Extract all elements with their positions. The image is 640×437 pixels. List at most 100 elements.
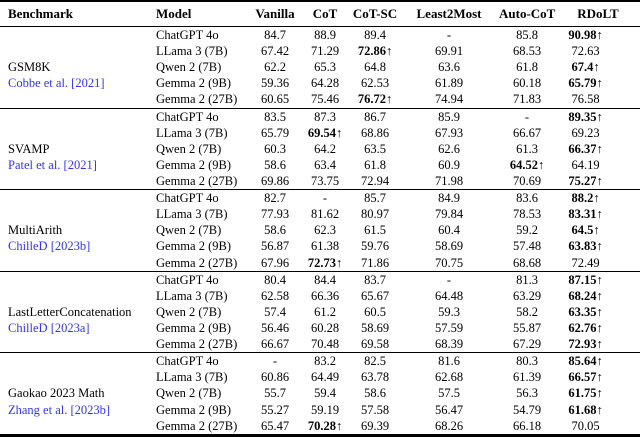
- model-cell: Gemma 2 (27B): [156, 174, 238, 189]
- value-cell: 61.3: [516, 141, 538, 156]
- value-cell: 60.3: [264, 141, 286, 156]
- value-cell: 68.86: [360, 125, 390, 140]
- value-cell: 75.46: [310, 92, 340, 107]
- value-cell: 61.38: [310, 239, 340, 254]
- model-cell: ChatGPT 4o: [148, 189, 250, 207]
- value-cell: 59.4: [314, 386, 336, 401]
- value-cell: 54.79: [512, 402, 542, 417]
- table-row: ChatGPT 4o -83.2 82.5 81.6 80.3 85.64↑: [0, 352, 640, 370]
- value-cell: 82.7: [250, 189, 300, 207]
- model-cell: Qwen 2 (7B): [156, 386, 222, 401]
- value-cell: 66.37↑: [568, 141, 603, 156]
- value-cell: 60.4: [438, 223, 460, 238]
- value-cell: 88.2↑: [556, 189, 640, 207]
- value-cell: 72.63: [571, 44, 600, 59]
- model-cell: Qwen 2 (7B): [156, 141, 222, 156]
- value-cell: 58.2: [516, 304, 538, 319]
- value-cell: 68.39: [434, 337, 464, 352]
- value-cell: 61.89: [434, 76, 464, 91]
- value-cell: 67.96: [260, 255, 290, 270]
- value-cell: 68.24↑: [568, 288, 603, 303]
- model-cell: LLama 3 (7B): [156, 288, 228, 303]
- value-cell: 56.46: [260, 321, 290, 336]
- value-cell: 81.6: [400, 352, 498, 370]
- table-row: GSM8K Qwen 2 (7B) 62.2 65.3 64.8 63.6 61.8 67.4…: [0, 59, 640, 75]
- value-cell: 58.6: [264, 223, 286, 238]
- value-cell: -: [300, 189, 350, 207]
- citation-link[interactable]: ChilleD [2023a]: [8, 321, 90, 336]
- table-row: Zhang et al. [2023b] Gemma 2 (9B) 55.27 59.…: [0, 402, 640, 418]
- value-cell: 71.98: [434, 174, 464, 189]
- value-cell: 78.53: [512, 207, 542, 222]
- benchmark-name: GSM8K: [8, 60, 51, 75]
- citation-link[interactable]: Cobbe et al. [2021]: [8, 76, 105, 91]
- value-cell: 55.27: [260, 402, 290, 417]
- table-row: ChatGPT 4o 80.4 84.4 83.7-81.3 87.15↑: [0, 270, 640, 288]
- value-cell: 81.3: [498, 270, 556, 288]
- value-cell: 85.64↑: [556, 352, 640, 370]
- value-cell: 58.69: [360, 321, 390, 336]
- benchmark-spacer: [0, 336, 148, 353]
- value-cell: 57.4: [264, 304, 286, 319]
- table-row: Gemma 2 (27B) 65.47 70.28↑ 69.39 68.26 66.18 7…: [0, 418, 640, 436]
- value-cell: 64.28: [310, 76, 340, 91]
- value-cell: 56.87: [260, 239, 290, 254]
- value-cell: 55.7: [264, 386, 286, 401]
- value-cell: -: [400, 270, 498, 288]
- value-cell: -: [498, 107, 556, 125]
- value-cell: 66.67: [260, 337, 290, 352]
- value-cell: 72.94: [360, 174, 390, 189]
- header-least2most: Least2Most: [400, 1, 498, 27]
- citation-link[interactable]: ChilleD [2023b]: [8, 239, 91, 254]
- value-cell: 63.29: [512, 288, 542, 303]
- value-cell: 62.58: [260, 288, 290, 303]
- table-row: ChatGPT 4o 82.7-85.7 84.9 83.6 88.2↑: [0, 189, 640, 207]
- citation-link[interactable]: Patel et al. [2021]: [8, 157, 97, 172]
- citation-link[interactable]: Zhang et al. [2023b]: [8, 402, 111, 417]
- value-cell: 60.86: [260, 370, 290, 385]
- value-cell: 72.73↑: [307, 255, 343, 270]
- value-cell: 56.3: [516, 386, 538, 401]
- value-cell: 59.19: [310, 402, 340, 417]
- value-cell: 69.23: [571, 125, 600, 140]
- model-cell: Gemma 2 (9B): [156, 239, 231, 254]
- value-cell: 60.9: [438, 157, 460, 172]
- value-cell: 60.65: [260, 92, 290, 107]
- value-cell: 64.52↑: [509, 157, 545, 172]
- value-cell: 70.69: [512, 174, 542, 189]
- model-cell: Gemma 2 (9B): [156, 157, 231, 172]
- header-model: Model: [148, 1, 250, 27]
- benchmark-spacer: [0, 369, 148, 385]
- value-cell: 61.68↑: [568, 402, 603, 417]
- table-row: Patel et al. [2021] Gemma 2 (9B) 58.6 63.4 6…: [0, 157, 640, 173]
- benchmark-spacer: [0, 91, 148, 108]
- value-cell: 89.35↑: [556, 107, 640, 125]
- value-cell: 86.7: [350, 107, 400, 125]
- model-cell: LLama 3 (7B): [156, 370, 228, 385]
- benchmark-spacer: [0, 255, 148, 272]
- table-row: Gaokao 2023 Math Qwen 2 (7B) 55.7 59.4 58.6 5…: [0, 385, 640, 401]
- value-cell: 69.58: [360, 337, 390, 352]
- value-cell: 56.47: [434, 402, 464, 417]
- table-row: Gemma 2 (27B) 60.65 75.46 76.72↑ 74.94 71.83 7…: [0, 91, 640, 108]
- value-cell: 55.87: [512, 321, 542, 336]
- header-row: Benchmark Model Vanilla CoT CoT-SC Least…: [0, 1, 640, 27]
- table-row: LLama 3 (7B) 62.58 66.36 65.67 64.48 63.29 68.…: [0, 288, 640, 304]
- value-cell: 59.3: [438, 304, 460, 319]
- value-cell: 62.53: [360, 76, 390, 91]
- value-cell: 60.18: [512, 76, 542, 91]
- value-cell: 75.27↑: [568, 174, 603, 189]
- model-cell: Qwen 2 (7B): [156, 60, 222, 75]
- model-cell: ChatGPT 4o: [148, 26, 250, 44]
- model-cell: ChatGPT 4o: [148, 107, 250, 125]
- value-cell: 71.29: [310, 44, 340, 59]
- value-cell: 63.35↑: [568, 304, 603, 319]
- header-auto-cot: Auto-CoT: [498, 1, 556, 27]
- value-cell: 87.15↑: [556, 270, 640, 288]
- value-cell: 62.3: [314, 223, 336, 238]
- header-rdolt: RDoLT: [556, 1, 640, 27]
- value-cell: 61.8: [516, 60, 538, 75]
- table-row: LLama 3 (7B) 77.93 81.62 80.97 79.84 78.53 83.…: [0, 206, 640, 222]
